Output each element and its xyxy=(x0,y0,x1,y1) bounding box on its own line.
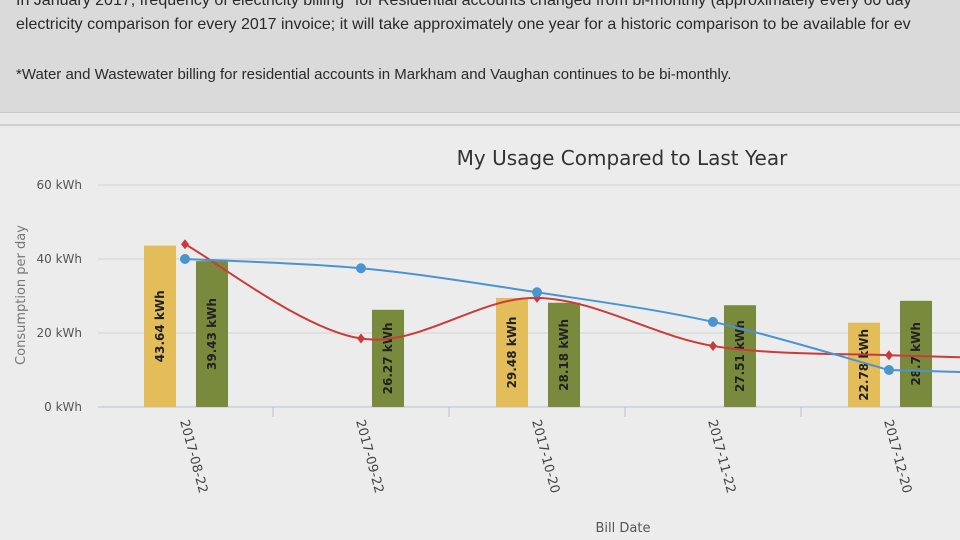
data-point-marker xyxy=(180,254,190,264)
bar xyxy=(144,245,176,407)
y-tick-label: 0 kWh xyxy=(44,400,82,414)
x-tick-label: 2017-10-20 xyxy=(528,418,562,495)
bar-data-label: 29.48 kWh xyxy=(505,317,519,389)
data-point-marker xyxy=(356,263,366,274)
data-point-marker xyxy=(708,316,718,327)
x-tick-label: 2017-12-20 xyxy=(880,418,914,495)
billing-notice: In January 2017, frequency of electricit… xyxy=(0,0,960,113)
data-point-marker xyxy=(357,333,365,344)
data-point-marker xyxy=(885,350,893,361)
bar xyxy=(900,300,932,407)
bar xyxy=(372,309,404,407)
data-point-marker xyxy=(709,340,717,351)
data-point-marker xyxy=(532,287,542,298)
y-tick-label: 60 kWh xyxy=(36,178,82,192)
bar-data-label: 26.27 kWh xyxy=(381,322,395,394)
divider xyxy=(0,124,960,126)
notice-line-2: electricity comparison for every 2017 in… xyxy=(16,16,911,33)
bar-data-label: 43.64 kWh xyxy=(153,290,167,362)
bar xyxy=(196,261,228,407)
notice-line-1: In January 2017, frequency of electricit… xyxy=(16,0,912,9)
bar xyxy=(496,297,528,407)
bar xyxy=(548,302,580,407)
bar xyxy=(724,305,756,407)
x-tick-label: 2017-11-22 xyxy=(704,418,738,495)
bar-data-label: 28.18 kWh xyxy=(557,319,571,391)
bar-data-label: 27.51 kWh xyxy=(733,320,747,392)
x-tick-label: 2017-08-22 xyxy=(176,418,210,495)
notice-footnote: *Water and Wastewater billing for reside… xyxy=(16,66,732,83)
bar-data-label: 28.7 kWh xyxy=(909,322,923,386)
bar-data-label: 39.43 kWh xyxy=(205,298,219,370)
data-point-marker xyxy=(884,365,894,375)
x-axis-label: Bill Date xyxy=(596,521,651,536)
chart-title: My Usage Compared to Last Year xyxy=(457,146,788,170)
data-point-marker xyxy=(181,239,189,250)
x-tick-label: 2017-09-22 xyxy=(352,418,386,495)
bar xyxy=(848,322,880,407)
y-tick-label: 20 kWh xyxy=(36,326,82,340)
y-tick-label: 40 kWh xyxy=(36,252,82,266)
y-axis-label: Consumption per day xyxy=(14,225,29,365)
bar-data-label: 22.78 kWh xyxy=(857,329,871,401)
